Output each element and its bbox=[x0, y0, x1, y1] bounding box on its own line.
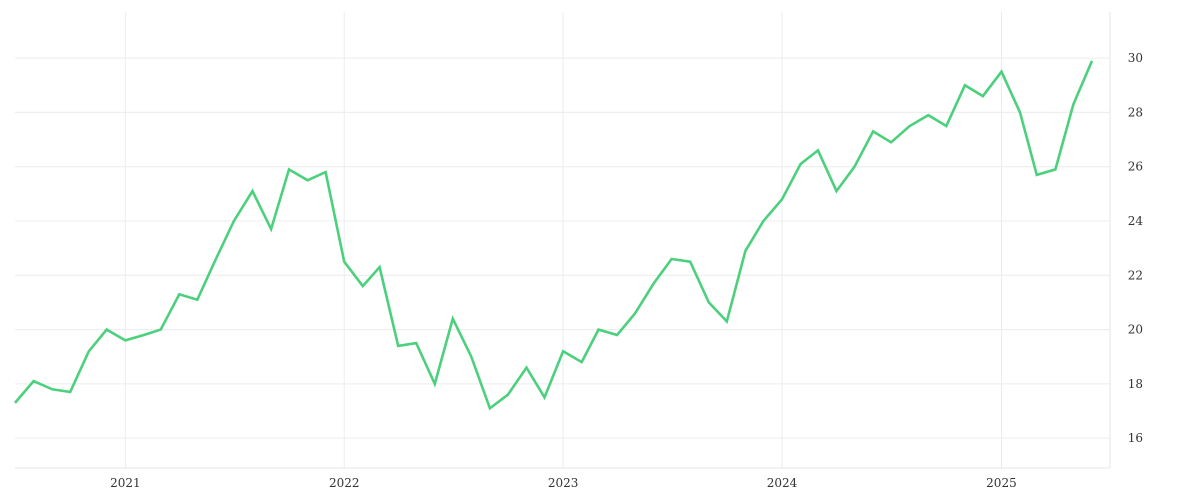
data-point bbox=[507, 393, 510, 396]
data-point bbox=[908, 125, 911, 128]
data-point bbox=[124, 339, 127, 342]
y-tick-label: 22 bbox=[1128, 268, 1143, 282]
data-point bbox=[215, 258, 218, 261]
data-point bbox=[233, 220, 236, 223]
data-point bbox=[1054, 168, 1057, 171]
x-gridlines bbox=[124, 12, 1002, 468]
data-point bbox=[378, 266, 381, 269]
data-point bbox=[562, 350, 565, 353]
data-point bbox=[32, 380, 35, 383]
series-line bbox=[14, 60, 1094, 411]
data-point bbox=[817, 149, 820, 152]
data-point bbox=[1036, 174, 1039, 177]
data-point bbox=[470, 355, 473, 358]
data-point bbox=[835, 190, 838, 193]
data-point bbox=[159, 328, 162, 331]
data-point bbox=[1000, 70, 1003, 73]
y-tick-label: 24 bbox=[1128, 214, 1144, 228]
data-point bbox=[853, 165, 856, 168]
data-point bbox=[580, 361, 583, 364]
data-point bbox=[726, 320, 729, 323]
data-point bbox=[890, 141, 893, 144]
x-tick-label: 2022 bbox=[329, 476, 360, 490]
data-point bbox=[288, 168, 291, 171]
y-tick-label: 16 bbox=[1128, 431, 1143, 445]
data-point bbox=[251, 190, 254, 193]
y-tick-labels: 16 18 20 22 24 26 28 30 bbox=[1128, 51, 1144, 445]
data-point bbox=[196, 298, 199, 301]
data-point bbox=[306, 179, 309, 182]
x-tick-label: 2024 bbox=[767, 476, 798, 490]
y-tick-label: 20 bbox=[1128, 323, 1143, 337]
data-point bbox=[634, 312, 637, 315]
data-point bbox=[744, 250, 747, 253]
data-point bbox=[872, 130, 875, 133]
axes bbox=[15, 12, 1111, 469]
data-point bbox=[945, 125, 948, 128]
data-point bbox=[1091, 60, 1094, 63]
data-point bbox=[105, 328, 108, 331]
y-tick-label: 28 bbox=[1128, 105, 1143, 119]
data-point bbox=[799, 163, 802, 166]
data-point bbox=[652, 282, 655, 285]
data-point bbox=[343, 260, 346, 263]
data-point bbox=[670, 258, 673, 261]
data-point bbox=[324, 171, 327, 174]
y-tick-label: 26 bbox=[1128, 160, 1143, 174]
data-point bbox=[88, 350, 91, 353]
y-tick-label: 18 bbox=[1128, 377, 1143, 391]
data-point bbox=[51, 388, 54, 391]
x-tick-label: 2021 bbox=[110, 476, 141, 490]
y-tick-label: 30 bbox=[1128, 51, 1143, 65]
y-gridlines bbox=[15, 57, 1110, 439]
data-point bbox=[781, 198, 784, 201]
data-point bbox=[362, 285, 365, 288]
data-point bbox=[69, 391, 72, 394]
data-point bbox=[270, 228, 273, 231]
data-point bbox=[525, 366, 528, 369]
data-point bbox=[543, 396, 546, 399]
data-point bbox=[982, 95, 985, 98]
series-layer bbox=[14, 60, 1094, 411]
data-point bbox=[178, 293, 181, 296]
data-point bbox=[489, 407, 492, 410]
data-point bbox=[452, 317, 455, 320]
data-point bbox=[927, 114, 930, 117]
x-tick-labels: 2021 2022 2023 2024 2025 bbox=[110, 476, 1017, 490]
x-tick-label: 2025 bbox=[986, 476, 1017, 490]
data-point bbox=[434, 383, 437, 386]
data-point bbox=[762, 220, 765, 223]
data-point bbox=[708, 301, 711, 304]
data-point bbox=[1072, 103, 1075, 106]
data-point bbox=[415, 342, 418, 345]
data-point bbox=[143, 334, 146, 337]
x-tick-label: 2023 bbox=[548, 476, 579, 490]
data-point bbox=[689, 260, 692, 263]
data-point bbox=[597, 328, 600, 331]
data-point bbox=[1019, 111, 1022, 114]
data-point bbox=[14, 402, 17, 405]
data-point bbox=[397, 345, 400, 348]
data-point bbox=[616, 334, 619, 337]
data-point bbox=[964, 84, 967, 87]
